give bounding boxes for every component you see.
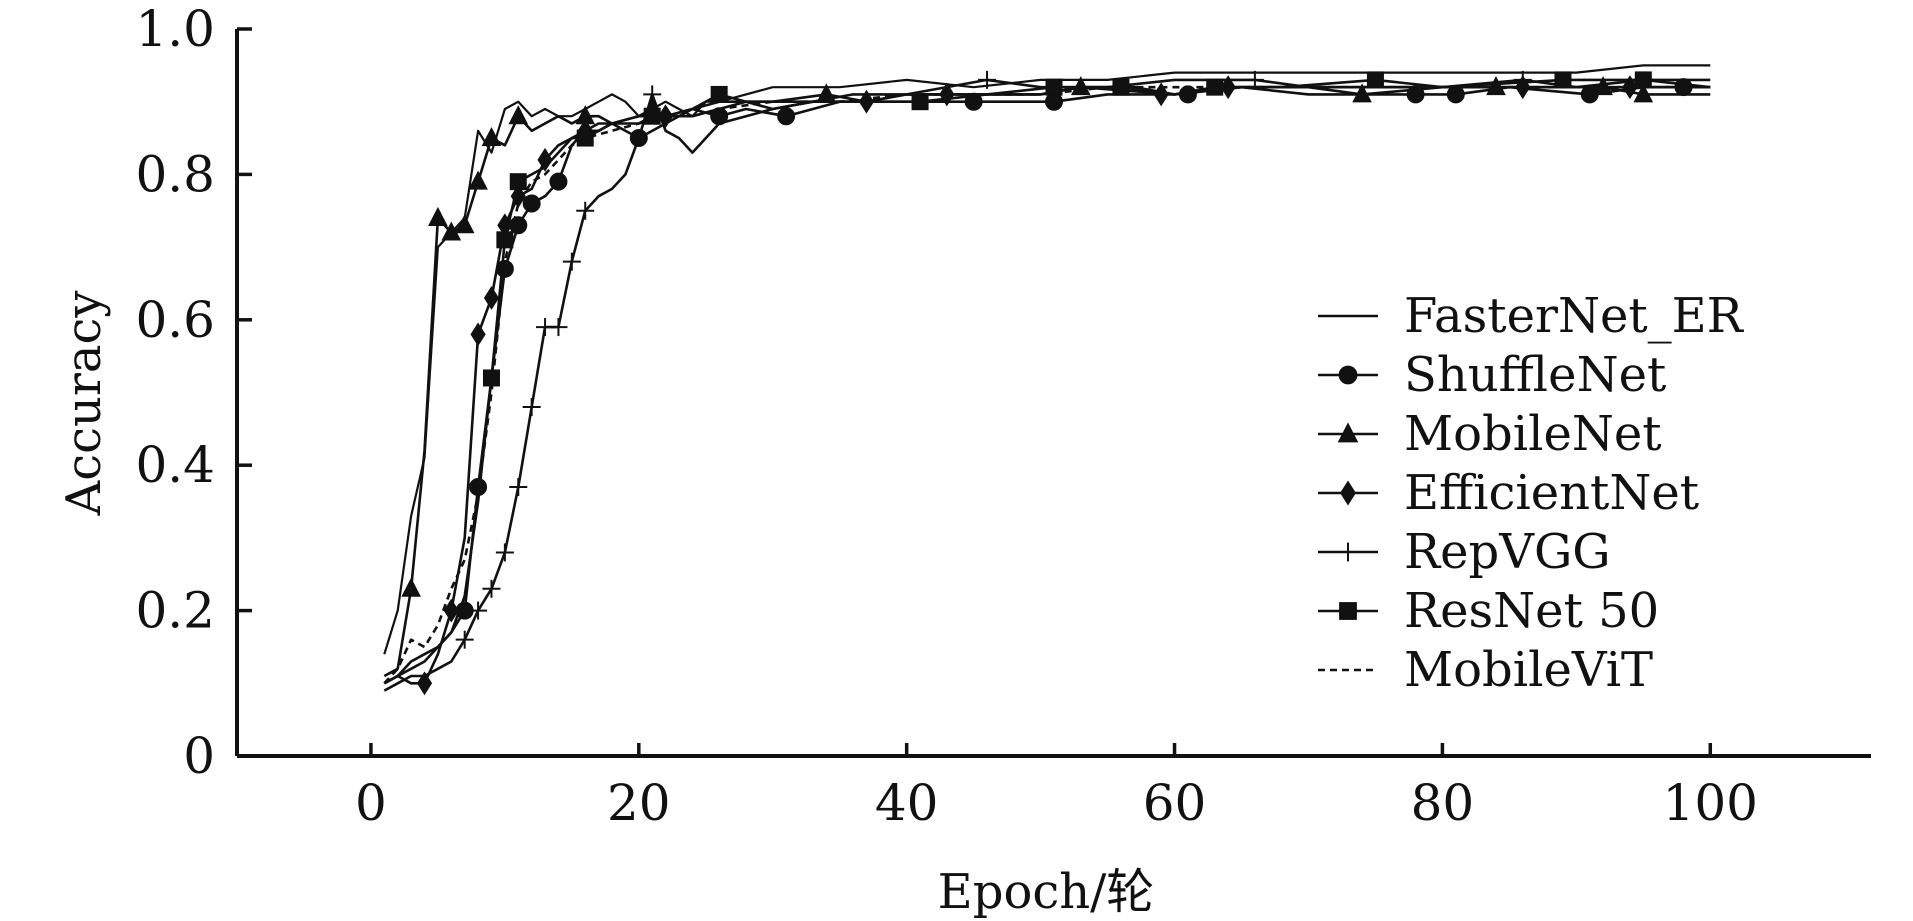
data-point-repvgg: [576, 201, 595, 220]
data-point-shufflenet: [1045, 92, 1063, 111]
legend-marker: [1340, 480, 1356, 506]
y-tick-label: 0.2: [135, 582, 215, 640]
x-tick-label: 100: [1663, 774, 1758, 832]
data-point-mobilenet: [1633, 83, 1654, 103]
legend-label: EfficientNet: [1404, 465, 1699, 521]
data-point-efficientnet: [483, 286, 500, 310]
y-tick-label: 0.6: [135, 291, 215, 349]
data-point-repvgg: [522, 398, 541, 417]
series-line-fasternet-er: [383, 64, 1711, 655]
x-tick-label: 60: [1143, 774, 1207, 832]
x-tick-label: 40: [875, 774, 939, 832]
data-point-efficientnet: [416, 671, 433, 696]
data-point-mobilenet: [428, 206, 448, 227]
data-point-mobilenet: [481, 126, 502, 147]
x-axis-label: Epoch/轮: [938, 864, 1155, 920]
legend-label: ShuffleNet: [1404, 347, 1666, 403]
data-point-resnet-50: [509, 173, 527, 191]
legend-item-fasternet-er: FasterNet_ER: [1318, 288, 1745, 344]
data-point-efficientnet: [443, 598, 459, 623]
data-point-resnet-50: [1366, 71, 1384, 89]
legend-label: ResNet 50: [1404, 583, 1659, 639]
data-point-repvgg: [482, 579, 501, 598]
y-axis-label: Accuracy: [56, 291, 112, 517]
data-point-mobilenet: [454, 214, 475, 234]
data-point-repvgg: [549, 318, 568, 337]
data-point-repvgg: [1245, 70, 1264, 89]
legend-label: FasterNet_ER: [1404, 288, 1745, 344]
data-point-efficientnet: [537, 147, 553, 172]
data-point-shufflenet: [522, 194, 541, 213]
data-point-resnet-50: [643, 107, 661, 125]
y-tick-label: 0.4: [135, 436, 215, 494]
data-point-repvgg: [469, 601, 488, 620]
data-point-shufflenet: [777, 107, 796, 126]
series-resnet-50: [383, 71, 1711, 685]
legend-label: MobileViT: [1404, 642, 1653, 698]
data-point-repvgg: [1513, 70, 1532, 89]
data-point-mobilenet: [508, 105, 529, 125]
data-point-mobilenet: [441, 221, 462, 241]
series-repvgg: [383, 70, 1711, 692]
data-point-resnet-50: [1554, 71, 1572, 89]
y-tick-label: 1.0: [135, 0, 215, 58]
x-tick-label: 0: [355, 774, 387, 832]
legend-marker: [1339, 602, 1357, 620]
legend-marker: [1338, 365, 1358, 385]
data-point-mobilenet: [1352, 83, 1372, 103]
legend-item-resnet-50: ResNet 50: [1318, 583, 1659, 639]
legend-marker: [1338, 542, 1358, 562]
legend-item-repvgg: RepVGG: [1318, 524, 1611, 580]
legend-item-shufflenet: ShuffleNet: [1318, 347, 1666, 403]
data-point-resnet-50: [576, 129, 594, 147]
series-layer: [383, 64, 1711, 696]
data-point-repvgg: [643, 85, 662, 104]
data-point-repvgg: [455, 630, 474, 649]
data-point-resnet-50: [1634, 71, 1652, 89]
legend-item-mobilevit: MobileViT: [1318, 642, 1653, 698]
data-point-repvgg: [978, 70, 997, 89]
y-tick-label: 0: [183, 727, 215, 785]
series-mobilevit: [383, 85, 1711, 685]
legend-marker: [1337, 422, 1359, 443]
series-fasternet-er: [383, 64, 1711, 655]
data-point-resnet-50: [1045, 78, 1063, 96]
data-point-efficientnet: [470, 322, 486, 347]
legend: FasterNet_ERShuffleNetMobileNetEfficient…: [1318, 288, 1745, 698]
data-point-repvgg: [562, 252, 581, 271]
data-point-mobilenet: [401, 577, 421, 597]
data-point-resnet-50: [710, 85, 728, 103]
x-tick-label: 20: [607, 774, 671, 832]
data-point-repvgg: [509, 478, 528, 497]
data-point-repvgg: [495, 543, 514, 562]
x-tick-label: 80: [1411, 774, 1475, 832]
legend-item-efficientnet: EfficientNet: [1318, 465, 1699, 521]
series-line-mobilevit: [383, 85, 1711, 685]
data-point-shufflenet: [549, 172, 568, 191]
axes: 0 20 40 60 80 100 0 0.2 0.4 0.6 0.8 1.0: [135, 0, 1871, 832]
data-point-mobilenet: [468, 170, 488, 190]
legend-label: MobileNet: [1404, 406, 1662, 462]
y-tick-label: 0.8: [135, 145, 215, 203]
legend-item-mobilenet: MobileNet: [1318, 406, 1662, 462]
legend-label: RepVGG: [1404, 524, 1611, 580]
data-point-resnet-50: [911, 93, 929, 111]
